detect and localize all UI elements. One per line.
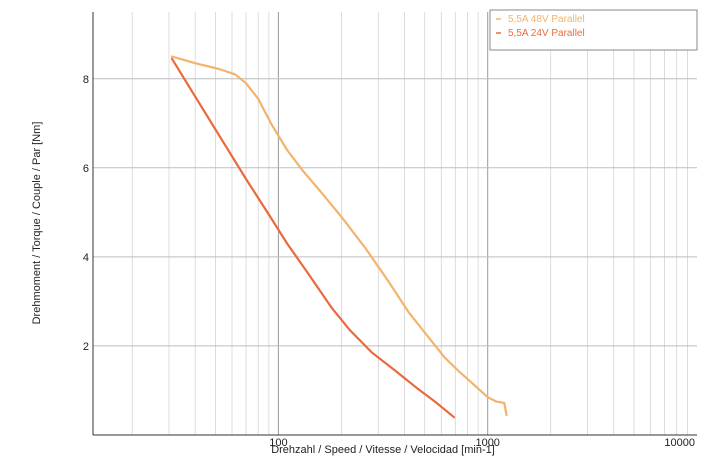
series-lines bbox=[170, 55, 508, 419]
x-tick-label: 1000 bbox=[475, 437, 499, 449]
tick-labels: 100 1000 10000 2 4 6 8 bbox=[83, 74, 695, 449]
legend-box bbox=[489, 9, 698, 51]
y-tick-label: 6 bbox=[83, 163, 89, 175]
y-axis-label: Drehmoment / Torque / Couple / Par [Nm] bbox=[31, 122, 43, 325]
series-line-2 bbox=[170, 57, 456, 419]
y-tick-label: 2 bbox=[83, 341, 89, 353]
x-tick-label: 100 bbox=[269, 437, 287, 449]
axes bbox=[92, 12, 697, 436]
legend-label: 5,5A 24V Parallel bbox=[508, 28, 585, 39]
y-tick-label: 4 bbox=[83, 252, 89, 264]
legend: 5,5A 48V Parallel 5,5A 24V Parallel bbox=[489, 9, 698, 51]
y-tick-label: 8 bbox=[83, 74, 89, 86]
series-line-1 bbox=[170, 55, 508, 417]
x-axis-label: Drehzahl / Speed / Vitesse / Velocidad [… bbox=[271, 444, 495, 456]
x-tick-label: 10000 bbox=[664, 437, 695, 449]
legend-label: 5,5A 48V Parallel bbox=[508, 14, 585, 25]
